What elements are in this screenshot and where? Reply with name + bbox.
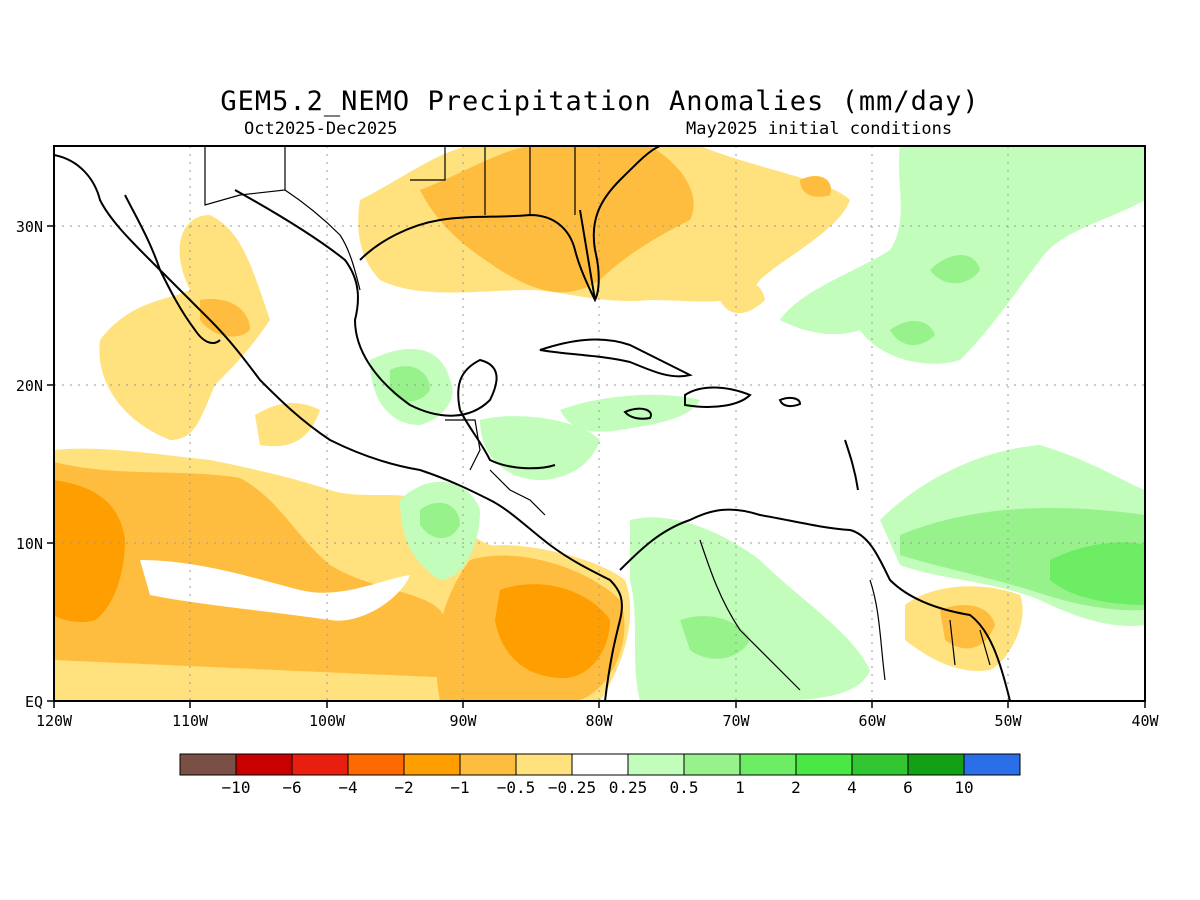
x-tick-label: 120W: [36, 712, 73, 730]
map-title: GEM5.2_NEMO Precipitation Anomalies (mm/…: [220, 86, 980, 117]
colorbar-label: 4: [847, 778, 857, 797]
colorbar-swatch: [459, 753, 517, 776]
colorbar-label: −0.5: [497, 778, 536, 797]
x-tick-label: 100W: [309, 712, 346, 730]
colorbar-label: 1: [735, 778, 745, 797]
anomaly-field: [54, 146, 1145, 701]
colorbar-label: −0.25: [548, 778, 596, 797]
anomaly-wet-atlantic-north: [780, 146, 1145, 364]
coastline-cuba: [539, 338, 693, 378]
coastline-florida: [579, 209, 596, 301]
colorbar-swatch: [907, 753, 965, 776]
x-tick-label: 80W: [585, 712, 613, 730]
colorbar-boxes: [179, 753, 1021, 776]
coastline-mexico-pacific: [54, 154, 623, 701]
anomaly-dry-bahamas: [720, 283, 765, 314]
coastline-jamaica: [623, 407, 652, 420]
x-axis-labels: 120W 110W 100W 90W 80W 70W 60W 50W 40W: [36, 712, 1160, 730]
anomaly-dry-baja: [99, 215, 271, 440]
x-tick-label: 60W: [858, 712, 886, 730]
colorbar-swatch: [179, 753, 237, 776]
colorbar-swatch: [627, 753, 685, 776]
anomaly-dry-mexico-coast: [255, 403, 320, 447]
anomaly-wet-caribbean: [560, 394, 700, 432]
coastlines: [54, 146, 1011, 701]
border-us-states: [410, 146, 576, 215]
coastline-south-america: [619, 508, 1011, 701]
x-tick-label: 50W: [994, 712, 1022, 730]
coastline-puerto-rico: [778, 396, 802, 408]
colorbar-swatch: [291, 753, 349, 776]
anomaly-dry-atlantic-spot: [800, 175, 831, 197]
colorbar-label: 6: [903, 778, 913, 797]
anomaly-wet-itcz-max: [1050, 542, 1145, 605]
anomaly-dry-pacific-core: [54, 462, 500, 680]
colorbar-label: −1: [450, 778, 469, 797]
border-guyana: [869, 579, 886, 681]
colorbar-swatch: [851, 753, 909, 776]
y-tick-label: EQ: [25, 693, 43, 711]
initial-conditions: May2025 initial conditions: [686, 119, 953, 139]
forecast-period: Oct2025-Dec2025: [244, 119, 398, 139]
border-central-america: [489, 469, 546, 516]
y-axis-labels: EQ 10N 20N 30N: [16, 218, 43, 711]
border-suriname: [949, 619, 956, 666]
colorbar-labels: −10 −6 −4 −2 −1 −0.5 −0.25 0.25 0.5 1 2 4 6 10: [222, 778, 974, 797]
anomaly-wet-colombia-core: [680, 616, 750, 659]
colorbar-label: −6: [282, 778, 301, 797]
coastline-us-gulf: [359, 146, 661, 303]
colorbar-label: 0.25: [609, 778, 648, 797]
anomaly-dry-pacific-max: [54, 480, 125, 623]
coastline-hispaniola: [684, 386, 752, 408]
border-us-mexico: [204, 146, 286, 206]
colorbar-swatch: [235, 753, 293, 776]
x-tick-label: 90W: [449, 712, 477, 730]
anomaly-white-gap: [140, 560, 410, 621]
y-tick-label: 30N: [16, 218, 43, 236]
colorbar-swatch: [347, 753, 405, 776]
colorbar-swatch: [683, 753, 741, 776]
x-tick-label: 40W: [1131, 712, 1159, 730]
map-gridlines: [54, 146, 1145, 701]
colorbar-label: 2: [791, 778, 801, 797]
colorbar-label: −4: [338, 778, 357, 797]
y-tick-label: 20N: [16, 377, 43, 395]
colorbar-swatch: [515, 753, 573, 776]
anomaly-dry-baja-core: [200, 299, 250, 337]
coastline-baja: [124, 194, 221, 344]
x-tick-label: 110W: [172, 712, 209, 730]
colorbar-swatch: [739, 753, 797, 776]
border-colombia-venezuela: [699, 539, 801, 691]
axis-ticks: [47, 225, 1146, 708]
border-guatemala: [445, 419, 481, 471]
colorbar: −10 −6 −4 −2 −1 −0.5 −0.25 0.25 0.5 1 2 4 6 10: [179, 753, 1021, 797]
anomaly-dry-gulf-core: [420, 146, 694, 293]
colorbar-label: 0.5: [670, 778, 699, 797]
anomaly-wet-atlantic-north-core: [930, 255, 980, 284]
y-tick-label: 10N: [16, 535, 43, 553]
x-tick-label: 70W: [722, 712, 750, 730]
anomaly-dry-guyana-core: [940, 605, 995, 649]
colorbar-swatch: [571, 753, 629, 776]
colorbar-label: 10: [954, 778, 973, 797]
colorbar-swatch: [963, 753, 1021, 776]
colorbar-swatch: [403, 753, 461, 776]
colorbar-label: −10: [222, 778, 251, 797]
coastline-lesser-antilles: [844, 439, 859, 491]
colorbar-swatch: [795, 753, 853, 776]
anomaly-wet-yucatan-core: [390, 366, 430, 402]
colorbar-label: −2: [394, 778, 413, 797]
anomaly-wet-colombia: [630, 517, 870, 701]
borders: [204, 146, 991, 691]
anomaly-wet-honduras: [480, 416, 600, 480]
anomaly-dry-panama-core: [495, 584, 610, 679]
border-french-guiana: [979, 629, 991, 666]
anomaly-wet-costa-rica-core: [420, 502, 460, 539]
anomaly-wet-atlantic-north-core-2: [890, 320, 935, 346]
border-texas: [284, 189, 361, 291]
